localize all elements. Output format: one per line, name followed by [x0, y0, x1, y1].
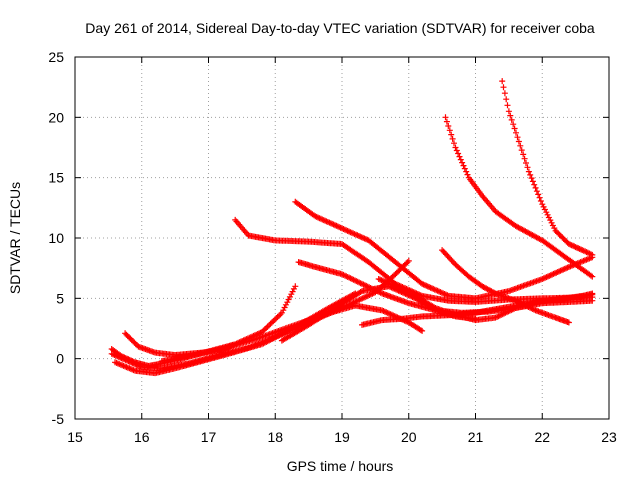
- y-tick-label: 5: [56, 290, 64, 306]
- x-tick-label: 15: [67, 429, 83, 445]
- x-tick-label: 23: [601, 429, 617, 445]
- y-tick-label: -5: [52, 411, 65, 427]
- x-tick-label: 22: [534, 429, 550, 445]
- x-tick-label: 17: [201, 429, 217, 445]
- series-track-5: [158, 302, 426, 365]
- chart-title: Day 261 of 2014, Sidereal Day-to-day VTE…: [85, 20, 595, 36]
- data-point-markers: [442, 114, 596, 280]
- data-point-markers: [232, 216, 596, 305]
- data-series: [108, 78, 596, 377]
- series-track-12: [499, 78, 596, 258]
- x-tick-label: 16: [134, 429, 150, 445]
- x-axis-label: GPS time / hours: [287, 458, 394, 474]
- series-track-4: [122, 330, 232, 358]
- x-tick-label: 21: [468, 429, 484, 445]
- y-tick-label: 25: [48, 49, 64, 65]
- y-tick-label: 10: [48, 230, 64, 246]
- x-tick-label: 18: [267, 429, 283, 445]
- data-point-markers: [122, 330, 232, 358]
- x-tick-label: 20: [401, 429, 417, 445]
- series-track-11: [442, 114, 596, 280]
- axis-ticks: 15 16 17 18 19 20 21 22 23 -5 0 5 10 15 20 25: [48, 49, 617, 445]
- series-track-14: [375, 276, 596, 324]
- series-track-6: [232, 216, 596, 305]
- data-point-markers: [499, 78, 596, 258]
- y-tick-label: 20: [48, 109, 64, 125]
- y-tick-label: 15: [48, 170, 64, 186]
- y-tick-label: 0: [56, 351, 64, 367]
- y-axis-label: SDTVAR / TECUs: [7, 182, 23, 294]
- x-tick-label: 19: [334, 429, 350, 445]
- data-point-markers: [158, 302, 426, 365]
- data-point-markers: [375, 276, 596, 324]
